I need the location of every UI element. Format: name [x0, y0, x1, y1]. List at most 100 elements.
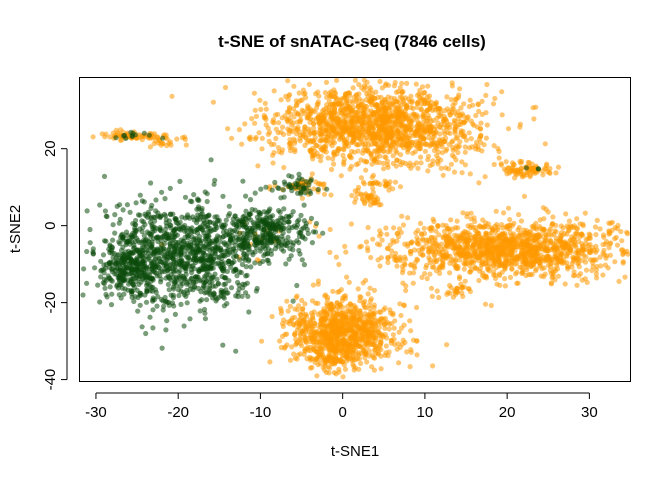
data-point-series-0: [382, 315, 388, 322]
data-point-series-0: [281, 164, 287, 171]
data-point-series-0: [475, 102, 481, 108]
data-point-series-1: [124, 202, 130, 208]
data-point-series-0: [328, 192, 334, 198]
data-point-series-0: [332, 101, 338, 107]
data-point-series-0: [433, 124, 439, 130]
data-point-series-0: [371, 287, 377, 293]
data-point-series-1: [166, 287, 172, 293]
data-point-series-1: [117, 202, 123, 208]
data-point-series-0: [472, 251, 478, 257]
data-point-series-0: [259, 135, 265, 141]
data-point-series-0: [339, 348, 345, 354]
data-point-series-0: [355, 286, 361, 292]
data-point-series-0: [516, 233, 522, 240]
data-point-series-0: [514, 167, 521, 173]
data-point-series-0: [456, 275, 463, 282]
data-point-series-1: [222, 275, 228, 281]
data-point-series-0: [362, 103, 368, 109]
data-point-series-0: [421, 136, 427, 142]
data-point-series-1: [178, 279, 184, 285]
data-point-series-0: [516, 225, 522, 231]
data-point-series-0: [462, 149, 468, 155]
data-point-series-0: [424, 276, 430, 282]
data-point-series-0: [497, 282, 503, 288]
data-point-series-0: [367, 131, 373, 138]
data-point-series-0: [455, 225, 461, 231]
data-point-series-0: [381, 166, 387, 172]
data-point-series-0: [297, 119, 303, 125]
data-point-series-0: [593, 243, 599, 249]
data-point-series-0: [488, 302, 494, 309]
data-point-series-1: [158, 296, 164, 303]
data-point-series-0: [423, 118, 429, 124]
data-point-series-0: [417, 220, 424, 226]
data-point-series-0: [298, 337, 304, 343]
data-point-series-0: [479, 98, 485, 104]
data-point-series-0: [284, 298, 290, 304]
data-point-series-0: [337, 136, 343, 142]
data-point-series-0: [360, 141, 366, 147]
data-point-series-0: [431, 252, 437, 258]
data-point-series-0: [531, 246, 537, 252]
data-point-series-1: [144, 282, 150, 288]
data-point-series-1: [222, 281, 228, 287]
data-point-series-1: [202, 316, 208, 322]
data-point-series-0: [322, 90, 328, 96]
data-point-series-1: [182, 194, 189, 200]
data-point-series-0: [415, 101, 421, 107]
data-point-series-0: [368, 151, 374, 157]
data-point-series-1: [301, 262, 307, 268]
data-point-series-0: [573, 225, 580, 231]
data-point-series-0: [376, 159, 382, 166]
data-point-series-0: [555, 273, 562, 279]
data-point-series-0: [454, 265, 460, 272]
data-point-series-0: [359, 329, 365, 335]
data-point-series-0: [519, 158, 525, 165]
data-point-series-1: [172, 311, 178, 317]
data-point-series-0: [440, 172, 446, 178]
data-point-series-0: [331, 111, 337, 117]
data-point-series-0: [328, 92, 334, 98]
data-point-series-0: [318, 133, 324, 139]
data-point-series-1: [240, 178, 246, 184]
data-point-series-0: [361, 147, 367, 153]
data-point-series-0: [336, 101, 342, 107]
data-point-series-1: [235, 279, 241, 286]
data-point-series-0: [285, 119, 291, 125]
data-point-series-0: [294, 293, 300, 299]
data-point-series-0: [457, 139, 463, 145]
data-point-series-0: [389, 321, 395, 327]
data-point-series-0: [370, 121, 376, 127]
data-point-series-1: [224, 301, 230, 307]
data-point-series-0: [370, 185, 376, 191]
data-point-series-1: [98, 258, 104, 264]
data-point-series-0: [323, 358, 329, 364]
data-point-series-0: [497, 250, 503, 257]
data-point-series-0: [587, 235, 593, 241]
data-point-series-0: [364, 113, 371, 119]
data-point-series-0: [277, 338, 283, 344]
data-point-series-0: [353, 141, 359, 147]
data-point-series-0: [340, 313, 346, 319]
data-point-series-0: [441, 228, 448, 234]
data-point-series-0: [361, 87, 367, 93]
data-point-series-0: [310, 282, 316, 288]
data-point-series-0: [391, 239, 397, 245]
data-point-series-0: [483, 92, 489, 98]
data-point-series-0: [284, 342, 290, 348]
data-point-series-1: [161, 253, 167, 259]
data-point-series-0: [536, 259, 542, 266]
data-point-series-0: [417, 123, 423, 129]
data-point-series-0: [405, 149, 411, 155]
data-point-series-0: [319, 146, 325, 152]
data-point-series-0: [318, 158, 324, 164]
data-point-series-0: [455, 250, 461, 256]
data-point-series-0: [542, 237, 548, 243]
data-point-series-0: [310, 145, 316, 151]
data-point-series-0: [552, 228, 558, 234]
data-point-series-0: [326, 98, 332, 104]
data-point-series-0: [365, 224, 371, 231]
data-point-series-0: [333, 344, 339, 350]
data-point-series-0: [391, 325, 397, 331]
data-point-series-0: [318, 126, 324, 132]
